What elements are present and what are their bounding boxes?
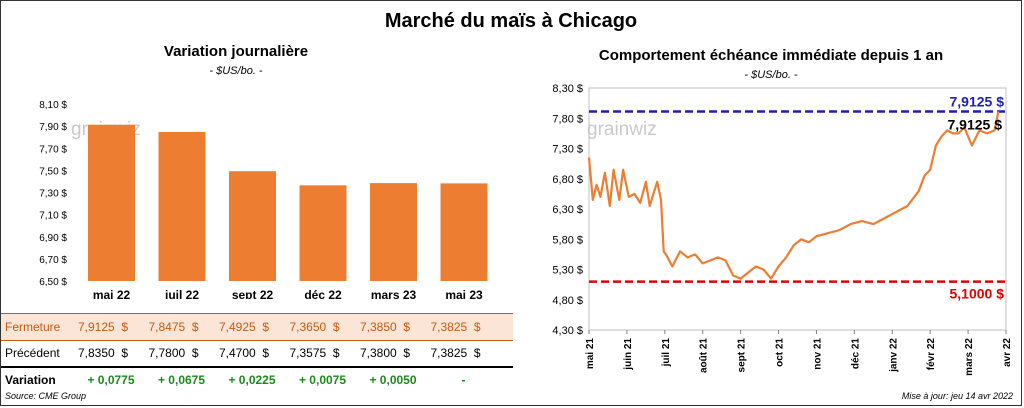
- line-x-tick-label: juil 21: [661, 338, 672, 368]
- line-x-tick-label: juin 21: [623, 338, 634, 371]
- bar-2: [229, 171, 276, 281]
- precedent-cell: 7,4700 $: [219, 346, 270, 360]
- bar-y-tick-label: 7,10 $: [39, 211, 67, 222]
- line-y-tick-label: 4,80 $: [552, 295, 583, 307]
- fermeture-row: Fermeture 7,9125 $ 7,8475 $ 7,4925 $ 7,3650…: [1, 313, 513, 341]
- update-note: Mise à jour: jeu 14 avr 2022: [901, 391, 1013, 401]
- line-y-tick-label: 4,30 $: [552, 325, 583, 337]
- precedent-row: Précédent 7,8350 $ 7,7800 $ 7,4700 $ 7,3575…: [1, 340, 513, 368]
- bar-chart: grainwiz 6,50 $6,70 $6,90 $7,10 $7,30 $7…: [39, 100, 488, 299]
- bar-y-tick-label: 6,50 $: [39, 277, 67, 288]
- bar-1: [158, 131, 206, 281]
- line-x-tick-label: sept 21: [737, 338, 748, 373]
- price-series-line: [587, 111, 1000, 280]
- max-label: 7,9125 $: [950, 93, 1005, 109]
- line-x-tick-label: août 21: [699, 338, 710, 373]
- line-x-tick-label: nov 21: [812, 338, 823, 370]
- variation-cell: + 0,0050: [369, 373, 417, 387]
- variation-label: Variation: [5, 373, 56, 387]
- line-y-tick-label: 7,80 $: [552, 113, 583, 125]
- bar-x-tick-label: déc 22: [304, 288, 342, 299]
- fermeture-cell: 7,8475 $: [148, 320, 199, 334]
- right-chart-title: Comportement échéance immédiate depuis 1…: [598, 47, 944, 64]
- line-x-tick-label: mai 21: [585, 338, 596, 370]
- line-y-tick-label: 6,30 $: [552, 204, 583, 216]
- fermeture-cell: 7,4925 $: [219, 320, 270, 334]
- left-chart-title: Variation journalière: [163, 43, 309, 60]
- bar-x-tick-label: juil 22: [164, 288, 199, 299]
- bar-x-tick-label: mars 23: [371, 288, 417, 299]
- bar-y-tick-label: 7,90 $: [39, 122, 67, 133]
- page-title: Marché du maïs à Chicago: [384, 10, 638, 32]
- line-x-tick-label: janv 22: [888, 338, 899, 373]
- bar-y-tick-label: 6,90 $: [39, 233, 67, 244]
- line-x-tick-label: mars 22: [964, 338, 975, 376]
- line-x-tick-label: avr 22: [1002, 338, 1013, 367]
- precedent-cell: 7,8350 $: [78, 346, 129, 360]
- bar-x-tick-label: mai 22: [93, 288, 131, 299]
- bar-x-tick-label: mai 23: [445, 288, 483, 299]
- source-note: Source: CME Group: [5, 391, 87, 401]
- variation-cell: + 0,0675: [157, 373, 206, 387]
- fermeture-cell: 7,3850 $: [360, 320, 411, 334]
- precedent-cell: 7,7800 $: [148, 346, 199, 360]
- min-label: 5,1000 $: [950, 286, 1005, 302]
- bar-y-tick-label: 7,50 $: [39, 166, 67, 177]
- line-y-tick-label: 8,30 $: [552, 83, 583, 95]
- variation-cell: + 0,0075: [298, 373, 347, 387]
- line-x-tick-label: déc 21: [850, 338, 861, 370]
- fermeture-cell: 7,3650 $: [289, 320, 340, 334]
- line-x-tick-label: oct 21: [775, 338, 786, 367]
- variation-cell: + 0,0775: [87, 373, 135, 387]
- precedent-label: Précédent: [5, 346, 60, 360]
- fermeture-cell: 7,3825 $: [430, 320, 481, 334]
- fermeture-label: Fermeture: [5, 320, 61, 334]
- bar-y-tick-label: 7,30 $: [39, 189, 67, 200]
- bar-y-tick-label: 6,70 $: [39, 255, 67, 266]
- line-x-tick-label: févr 22: [926, 338, 937, 371]
- precedent-cell: 7,3800 $: [360, 346, 411, 360]
- variation-row: Variation + 0,0775 + 0,0675 + 0,0225 + 0,00…: [1, 367, 513, 393]
- line-y-tick-label: 5,80 $: [552, 234, 583, 246]
- line-y-tick-label: 6,80 $: [552, 174, 583, 186]
- bar-y-tick-label: 7,70 $: [39, 144, 67, 155]
- bar-y-tick-label: 8,10 $: [39, 100, 67, 111]
- line-y-tick-label: 5,30 $: [552, 265, 583, 277]
- left-chart-unit: - $US/bo. -: [209, 65, 263, 77]
- precedent-cell: 7,3575 $: [289, 346, 340, 360]
- bar-5: [440, 183, 488, 281]
- bar-4: [370, 183, 417, 281]
- right-watermark: grainwiz: [587, 119, 657, 140]
- variation-cell: -: [461, 373, 466, 387]
- right-chart-unit: - $US/bo. -: [744, 69, 798, 81]
- fermeture-cell: 7,9125 $: [78, 320, 129, 334]
- line-chart: grainwiz 4,30 $ 4,80 $ 5,30 $ 5,80 $ 6,30 $ 6…: [552, 83, 1013, 376]
- bar-0: [88, 124, 135, 281]
- variation-cell: + 0,0225: [228, 373, 276, 387]
- last-value-label: 7,9125 $: [948, 116, 1003, 132]
- precedent-cell: 7,3825 $: [430, 346, 481, 360]
- bar-x-tick-label: sept 22: [232, 288, 274, 299]
- line-y-tick-label: 7,30 $: [552, 144, 583, 156]
- plot-area: [588, 87, 1007, 331]
- bar-3: [299, 185, 347, 281]
